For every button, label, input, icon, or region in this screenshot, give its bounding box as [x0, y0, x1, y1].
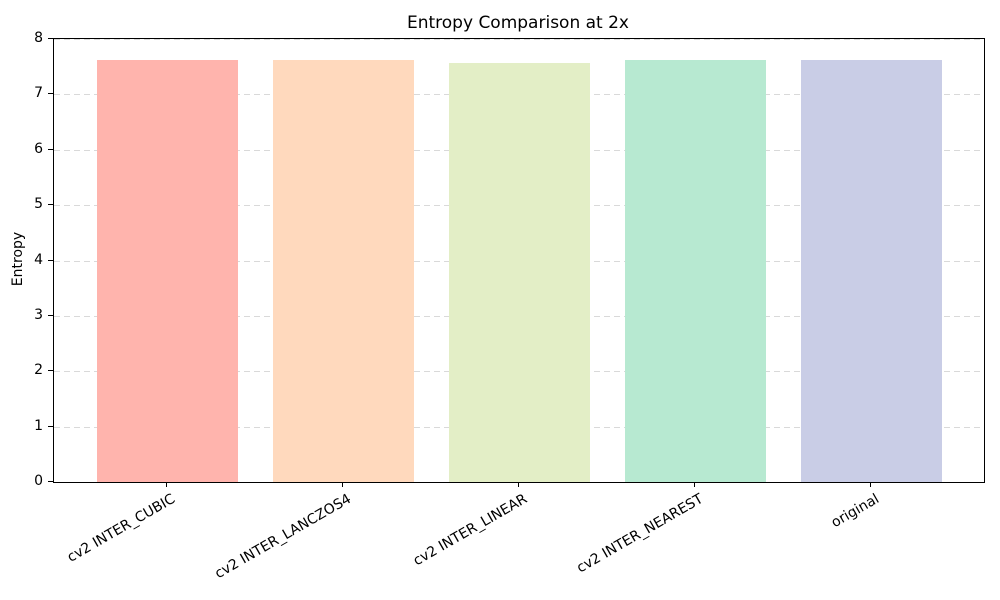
y-tick-mark: [48, 38, 53, 39]
x-tick-mark: [342, 482, 343, 487]
x-tick-mark: [870, 482, 871, 487]
y-tick-mark: [48, 370, 53, 372]
bar: [448, 63, 590, 482]
y-tick-mark: [48, 204, 53, 206]
y-tick-mark: [48, 259, 53, 261]
x-tick-mark: [166, 482, 167, 487]
y-tick-mark: [48, 425, 53, 427]
chart-title: Entropy Comparison at 2x: [406, 13, 629, 33]
y-tick-label: 4: [34, 251, 43, 268]
y-tick-mark: [48, 148, 53, 150]
y-tick-label: 7: [34, 85, 43, 102]
x-tick-label: original: [828, 491, 882, 532]
bar: [96, 60, 238, 482]
y-tick-label: 2: [34, 362, 43, 379]
x-tick-label: cv2 INTER_NEAREST: [574, 491, 706, 577]
plot-area: [53, 38, 985, 483]
bar: [624, 59, 766, 482]
y-tick-label: 8: [34, 30, 43, 46]
x-tick-label: cv2 INTER_CUBIC: [64, 491, 178, 566]
bar: [272, 60, 414, 482]
x-tick-label: cv2 INTER_LINEAR: [410, 491, 530, 570]
y-tick-label: 1: [34, 417, 43, 434]
y-tick-label: 3: [34, 306, 43, 323]
gridline: [54, 39, 984, 40]
y-tick-label: 0: [34, 473, 43, 489]
x-tick-label: cv2 INTER_LANCZOS4: [212, 491, 354, 583]
y-tick-mark: [48, 481, 53, 482]
y-tick-label: 6: [34, 140, 43, 157]
y-tick-label: 5: [34, 196, 43, 213]
y-tick-mark: [48, 314, 53, 316]
x-tick-mark: [694, 482, 695, 487]
y-tick-mark: [48, 93, 53, 95]
x-tick-mark: [518, 482, 519, 487]
bar: [800, 60, 942, 482]
